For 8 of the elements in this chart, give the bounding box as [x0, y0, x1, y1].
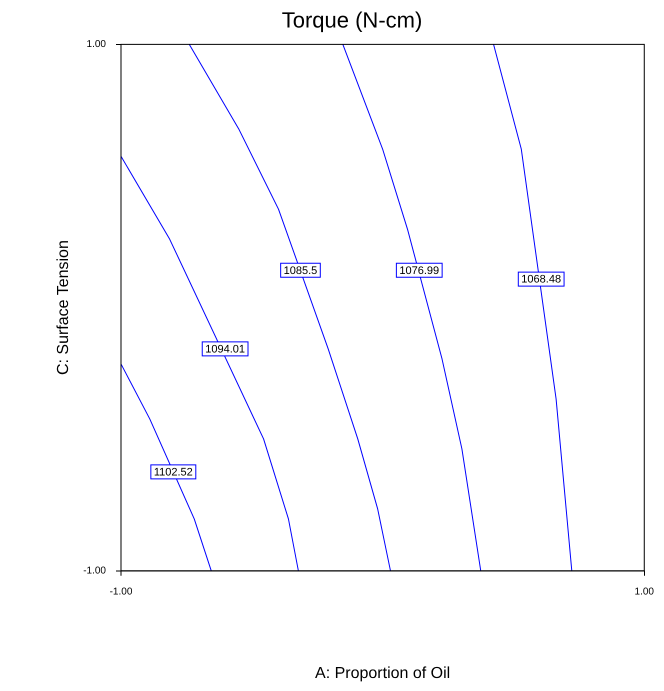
annotation: 1068.48	[521, 274, 562, 286]
y-axis-title: C: Surface Tension	[55, 240, 72, 376]
annotation: 1094.01	[205, 343, 246, 356]
annotation: 1076.99	[399, 264, 440, 277]
annotation: 1102.52	[154, 466, 193, 478]
x-axis-title: A: Proportion of Oil	[315, 664, 450, 682]
chart-title: Torque (N-cm)	[282, 7, 422, 32]
annotation: 1085.5	[284, 264, 318, 277]
